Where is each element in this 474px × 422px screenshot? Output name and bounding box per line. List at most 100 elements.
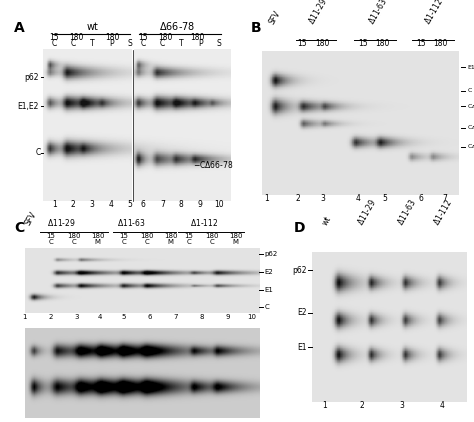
Text: 5: 5 — [383, 194, 387, 203]
Text: 3: 3 — [320, 194, 325, 203]
Text: 5: 5 — [128, 200, 133, 209]
Bar — [25, 329, 259, 418]
Text: $\Delta$11-29: $\Delta$11-29 — [306, 0, 330, 26]
Text: P: P — [109, 39, 113, 48]
Text: 180: 180 — [91, 233, 104, 239]
Text: 3: 3 — [90, 200, 95, 209]
Text: C: C — [264, 303, 269, 310]
Text: S: S — [128, 39, 132, 48]
Text: C: C — [160, 39, 165, 48]
Text: $\Delta$66-78: $\Delta$66-78 — [159, 21, 195, 32]
Text: 4: 4 — [98, 314, 102, 320]
Text: 15: 15 — [358, 39, 367, 48]
Text: 15: 15 — [119, 233, 128, 239]
Text: C$_{\Delta1\mathsf{-}112}$: C$_{\Delta1\mathsf{-}112}$ — [467, 143, 474, 151]
Text: 180: 180 — [140, 233, 154, 239]
Text: 15: 15 — [416, 39, 425, 48]
Text: D: D — [294, 222, 305, 235]
Text: $\Delta$11-63: $\Delta$11-63 — [117, 216, 146, 227]
Text: 3: 3 — [400, 401, 404, 410]
Text: 1: 1 — [22, 314, 27, 320]
Text: 6: 6 — [147, 314, 152, 320]
Text: E2: E2 — [264, 269, 273, 275]
Text: 15: 15 — [46, 233, 55, 239]
Text: 2: 2 — [48, 314, 53, 320]
Text: 1: 1 — [52, 200, 57, 209]
Text: wt: wt — [320, 214, 333, 227]
Text: C: C — [145, 239, 150, 245]
Text: 3: 3 — [74, 314, 79, 320]
Text: $\Delta$11-63: $\Delta$11-63 — [366, 0, 390, 26]
Text: 1: 1 — [322, 401, 327, 410]
Text: 7: 7 — [173, 314, 178, 320]
Text: C$_{\Delta11\mathsf{-}63}$: C$_{\Delta11\mathsf{-}63}$ — [467, 123, 474, 132]
Text: S: S — [217, 39, 221, 48]
Text: E1,E2: E1,E2 — [18, 102, 39, 111]
Text: 180: 180 — [105, 33, 119, 42]
Text: C: C — [121, 239, 126, 245]
Bar — [43, 50, 230, 201]
Text: C: C — [71, 39, 76, 48]
Text: 4: 4 — [439, 401, 444, 410]
Text: 6: 6 — [141, 200, 146, 209]
Text: 6: 6 — [418, 194, 423, 203]
Text: C: C — [48, 239, 53, 245]
Text: C: C — [36, 148, 41, 157]
Text: SFV: SFV — [267, 9, 283, 26]
Text: E1: E1 — [264, 287, 273, 293]
Bar — [262, 52, 458, 195]
Text: C: C — [52, 39, 57, 48]
Text: C: C — [141, 39, 146, 48]
Text: 2: 2 — [296, 194, 301, 203]
Text: $\Delta$1-112: $\Delta$1-112 — [422, 0, 446, 26]
Text: T: T — [179, 39, 183, 48]
Bar — [25, 248, 259, 313]
Text: SFV: SFV — [24, 210, 39, 227]
Text: 180: 180 — [67, 233, 81, 239]
Text: 10: 10 — [247, 314, 256, 320]
Text: A: A — [14, 21, 25, 35]
Text: 5: 5 — [121, 314, 126, 320]
Text: $\Delta$11-63: $\Delta$11-63 — [394, 196, 418, 227]
Text: p62: p62 — [264, 251, 278, 257]
Text: 9: 9 — [198, 200, 203, 209]
Text: $\Delta$1-112: $\Delta$1-112 — [190, 216, 219, 227]
Text: 10: 10 — [214, 200, 224, 209]
Text: T: T — [90, 39, 94, 48]
Text: C: C — [186, 239, 191, 245]
Text: $\Delta$11-29: $\Delta$11-29 — [355, 196, 378, 227]
Text: 2: 2 — [360, 401, 365, 410]
Text: M: M — [95, 239, 100, 245]
Text: C: C — [14, 222, 25, 235]
Text: E1: E1 — [297, 343, 307, 352]
Text: M: M — [168, 239, 173, 245]
Text: $-$C$\Delta$66-78: $-$C$\Delta$66-78 — [193, 159, 234, 170]
Text: $\Delta$1-112: $\Delta$1-112 — [430, 196, 454, 227]
Text: 180: 180 — [69, 33, 84, 42]
Text: M: M — [233, 239, 239, 245]
Text: 7: 7 — [160, 200, 165, 209]
Text: 7: 7 — [443, 194, 447, 203]
Text: 15: 15 — [298, 39, 307, 48]
Text: 15: 15 — [138, 33, 148, 42]
Text: 8: 8 — [179, 200, 184, 209]
Text: wt: wt — [86, 22, 98, 32]
Text: 15: 15 — [184, 233, 193, 239]
Text: 180: 180 — [158, 33, 173, 42]
Text: p62: p62 — [292, 265, 307, 275]
Text: 1: 1 — [264, 194, 269, 203]
Text: C: C — [72, 239, 77, 245]
Text: 180: 180 — [375, 39, 390, 48]
Text: 15: 15 — [49, 33, 59, 42]
Text: C: C — [467, 88, 472, 93]
Text: 2: 2 — [71, 200, 76, 209]
Text: $\Delta$11-29: $\Delta$11-29 — [47, 216, 75, 227]
Text: 8: 8 — [200, 314, 204, 320]
Text: C: C — [210, 239, 215, 245]
Text: C$_{\Delta11\mathsf{-}29}$: C$_{\Delta11\mathsf{-}29}$ — [467, 102, 474, 111]
Bar — [312, 252, 467, 402]
Text: 180: 180 — [164, 233, 177, 239]
Text: P: P — [198, 39, 202, 48]
Text: B: B — [251, 21, 262, 35]
Text: 180: 180 — [433, 39, 448, 48]
